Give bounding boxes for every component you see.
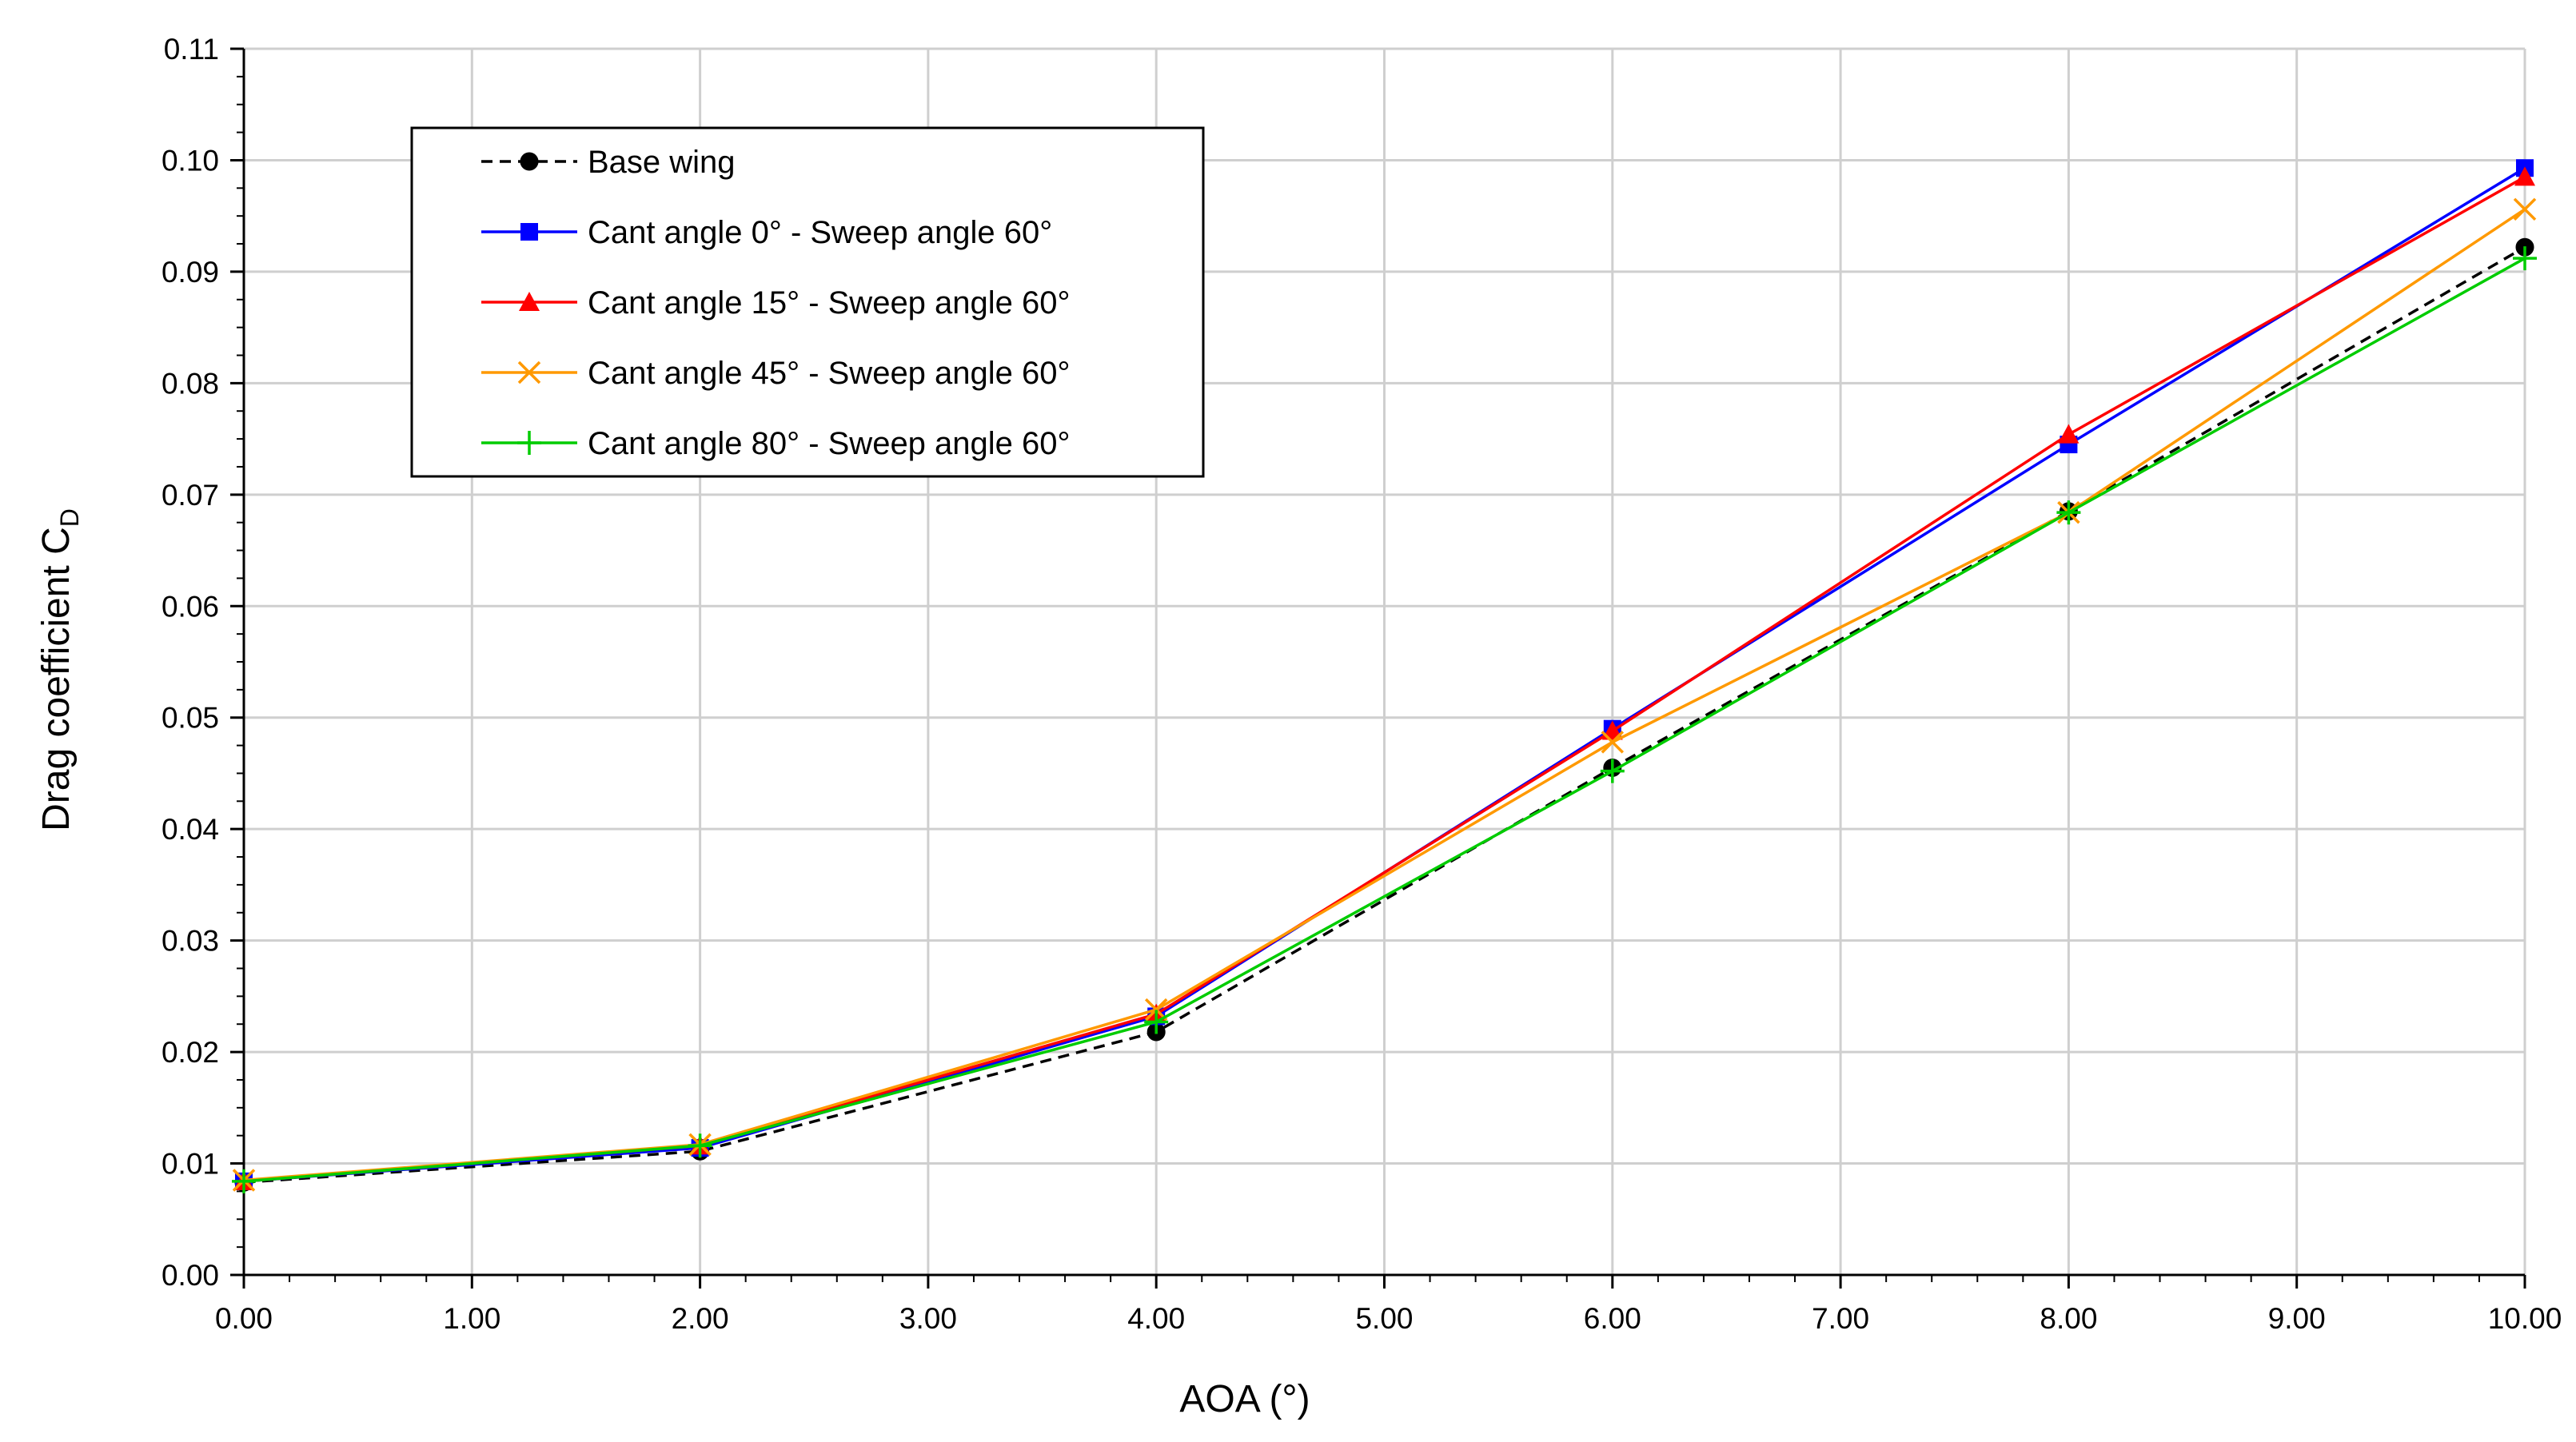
y-tick-label: 0.03	[161, 925, 219, 958]
x-tick-label: 6.00	[1584, 1302, 1641, 1335]
x-tick-label: 1.00	[443, 1302, 500, 1335]
y-tick-label: 0.04	[161, 813, 219, 846]
legend-label-0: Base wing	[588, 145, 736, 180]
y-tick-labels: 0.00 0.01 0.02 0.03 0.04 0.05 0.06 0.07 0.08 0.09…	[161, 33, 219, 1292]
legend-marker-2	[519, 292, 540, 312]
legend-label-2: Cant angle 15° - Sweep angle 60°	[588, 285, 1071, 321]
x-tick-label: 8.00	[2040, 1302, 2097, 1335]
legend-marker-4	[517, 431, 541, 455]
x-tick-label: 7.00	[1812, 1302, 1869, 1335]
x-tick-label: 9.00	[2268, 1302, 2326, 1335]
y-tick-label: 0.05	[161, 702, 219, 735]
y-tick-label: 0.10	[161, 144, 219, 177]
y-tick-label: 0.06	[161, 590, 219, 623]
y-tick-label: 0.07	[161, 479, 219, 512]
series-4-point	[2056, 500, 2081, 525]
x-tick-label: 2.00	[672, 1302, 729, 1335]
series-4-point	[232, 1169, 256, 1193]
series-3-point	[2513, 197, 2537, 221]
y-tick-label: 0.02	[161, 1036, 219, 1069]
series-4-point	[688, 1133, 712, 1158]
y-axis-title: Drag coefficient CD	[35, 508, 84, 831]
tick-marks	[230, 47, 2526, 1289]
series-2-point	[2058, 424, 2080, 444]
y-tick-label: 0.00	[161, 1259, 219, 1292]
series-3-point	[1601, 731, 1625, 754]
x-tick-label: 4.00	[1127, 1302, 1185, 1335]
series-0-line	[243, 245, 2526, 1184]
series-4-point	[1144, 1010, 1169, 1034]
x-tick-label: 5.00	[1355, 1302, 1413, 1335]
y-tick-label: 0.11	[164, 33, 219, 66]
legend-label-4: Cant angle 80° - Sweep angle 60°	[588, 426, 1071, 461]
x-tick-label: 10.00	[2488, 1302, 2562, 1335]
y-axis-title-main: Drag coefficient C	[35, 527, 78, 831]
y-tick-label: 0.01	[161, 1148, 219, 1181]
x-tick-label: 3.00	[899, 1302, 957, 1335]
y-tick-label: 0.08	[161, 367, 219, 400]
y-tick-label: 0.09	[161, 256, 219, 289]
series-4-point	[1600, 759, 1625, 783]
data-series	[232, 159, 2537, 1193]
legend-label-3: Cant angle 45° - Sweep angle 60°	[588, 356, 1071, 391]
y-axis-title-subscript: D	[55, 508, 84, 527]
legend: Base wing Cant angle 0° - Sweep angle 60°…	[410, 126, 1205, 478]
legend-marker-3	[517, 360, 541, 384]
x-tick-label: 0.00	[215, 1302, 273, 1335]
legend-marker-1	[520, 223, 538, 241]
series-4-line	[243, 257, 2526, 1183]
series-2-point	[2514, 166, 2535, 186]
legend-label-1: Cant angle 0° - Sweep angle 60°	[588, 215, 1052, 250]
series-4-point	[2513, 246, 2537, 271]
x-tick-labels: 0.00 1.00 2.00 3.00 4.00 5.00 6.00 7.00 8.00 9.00…	[215, 1302, 2562, 1335]
x-axis-title: AOA (°)	[1179, 1378, 1310, 1420]
legend-marker-0	[520, 152, 539, 171]
